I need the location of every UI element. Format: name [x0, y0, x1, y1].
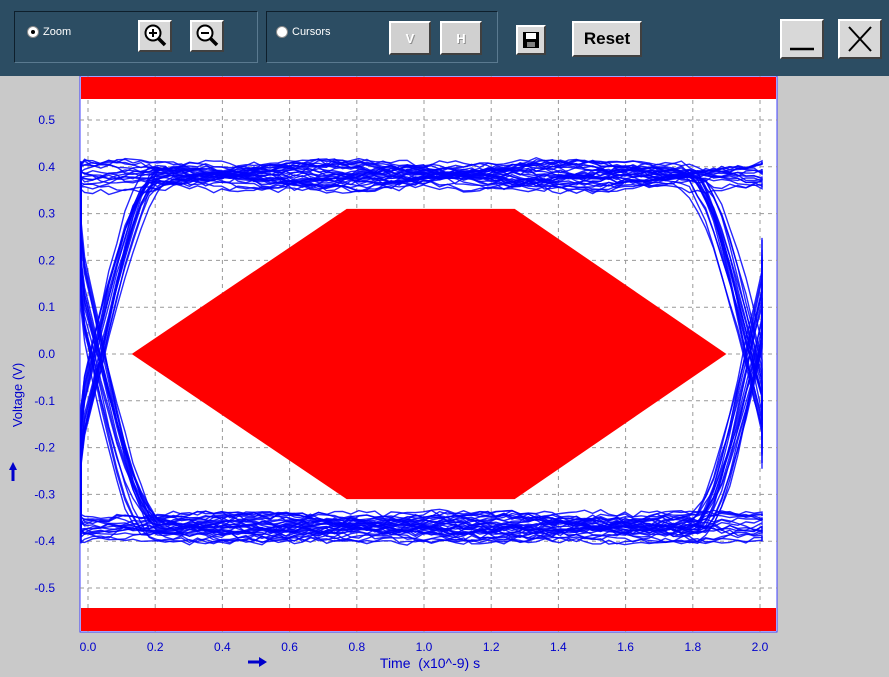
- signal-traces: [80, 156, 763, 546]
- h-cursor-label: H: [456, 30, 466, 46]
- signal-trace: [80, 161, 763, 421]
- y-tick-label: -0.4: [34, 534, 55, 548]
- signal-trace: [80, 160, 763, 407]
- x-tick-label: 1.0: [416, 640, 433, 654]
- eye-diagram-chart[interactable]: 0.5 0.4 0.3 0.2 0.1 0.0 -0.1 -0.2 -0.3 -0.4 -0.5 0…: [0, 75, 889, 672]
- zoom-label: Zoom: [43, 26, 72, 38]
- y-tick-label: 0.2: [38, 253, 55, 267]
- zoom-out-icon: [196, 24, 219, 47]
- x-tick-label: 0.2: [147, 640, 164, 654]
- save-icon: [523, 32, 539, 48]
- x-tick-label: 1.2: [483, 640, 500, 654]
- signal-trace: [80, 166, 763, 514]
- signal-trace: [80, 191, 763, 546]
- x-tick-label: 1.6: [617, 640, 634, 654]
- x-tick-labels: 0.0 0.2 0.4 0.6 0.8 1.0 1.2 1.4 1.6 1.8 2.0: [80, 640, 769, 654]
- y-tick-label: 0.1: [38, 300, 55, 314]
- signal-trace: [80, 309, 763, 535]
- x-axis-label: Time (x10^-9) s: [380, 655, 480, 671]
- signal-trace: [80, 166, 763, 454]
- y-tick-label: -0.3: [34, 487, 55, 501]
- reset-label: Reset: [583, 29, 631, 48]
- v-cursor-label: V: [405, 30, 415, 46]
- zoom-group: [14, 11, 258, 63]
- signal-trace: [80, 171, 763, 538]
- y-axis-arrow-icon: [9, 462, 17, 481]
- y-tick-label: -0.5: [34, 581, 55, 595]
- signal-trace: [80, 313, 763, 545]
- x-axis-arrow-icon: [248, 657, 267, 667]
- minimize-icon: [790, 47, 814, 51]
- signal-trace: [80, 164, 763, 528]
- y-tick-label: 0.4: [38, 160, 55, 174]
- x-tick-label: 1.4: [550, 640, 567, 654]
- plot-panel: 0.5 0.4 0.3 0.2 0.1 0.0 -0.1 -0.2 -0.3 -0.4 -0.5 0…: [0, 75, 889, 672]
- y-tick-label: 0.0: [38, 347, 55, 361]
- reset-button[interactable]: Reset: [572, 21, 642, 57]
- mask-regions: [81, 77, 776, 631]
- x-tick-label: 0.4: [214, 640, 231, 654]
- zoom-in-icon: [144, 24, 167, 47]
- zoom-radio-dot[interactable]: [27, 26, 39, 38]
- cursors-group: [266, 11, 498, 63]
- signal-trace: [80, 524, 763, 545]
- save-button[interactable]: [516, 25, 546, 55]
- signal-trace: [80, 254, 763, 546]
- signal-trace: [80, 192, 763, 545]
- close-button[interactable]: [838, 19, 882, 59]
- signal-trace: [80, 523, 763, 544]
- x-tick-label: 0.8: [348, 640, 365, 654]
- x-tick-label: 0.6: [281, 640, 298, 654]
- cursors-label: Cursors: [292, 26, 331, 38]
- cursors-radio[interactable]: Cursors: [276, 26, 331, 38]
- cursors-radio-dot[interactable]: [276, 26, 288, 38]
- signal-trace: [80, 161, 763, 531]
- y-tick-label: 0.5: [38, 113, 55, 127]
- close-icon: [848, 26, 872, 52]
- y-tick-labels: 0.5 0.4 0.3 0.2 0.1 0.0 -0.1 -0.2 -0.3 -0.4 -0.5: [34, 113, 55, 595]
- y-tick-label: -0.1: [34, 394, 55, 408]
- x-tick-label: 0.0: [80, 640, 97, 654]
- eye-mask-polygon: [131, 208, 727, 500]
- signal-trace: [80, 172, 763, 193]
- y-axis-label: Voltage (V): [10, 363, 25, 427]
- zoom-radio[interactable]: Zoom: [27, 26, 71, 38]
- y-tick-label: 0.3: [38, 207, 55, 221]
- signal-trace: [80, 157, 763, 463]
- zoom-out-button[interactable]: [190, 20, 224, 52]
- signal-trace: [80, 509, 763, 530]
- x-tick-label: 1.8: [684, 640, 701, 654]
- minimize-button[interactable]: [780, 19, 824, 59]
- toolbar: Zoom Cursors V H Reset: [0, 0, 889, 76]
- x-tick-label: 2.0: [752, 640, 769, 654]
- v-cursor-button[interactable]: V: [389, 21, 431, 55]
- signal-trace: [80, 259, 763, 539]
- h-cursor-button[interactable]: H: [440, 21, 482, 55]
- zoom-in-button[interactable]: [138, 20, 172, 52]
- bottom-mask-band: [81, 608, 776, 631]
- top-mask-band: [81, 77, 776, 99]
- y-tick-label: -0.2: [34, 441, 55, 455]
